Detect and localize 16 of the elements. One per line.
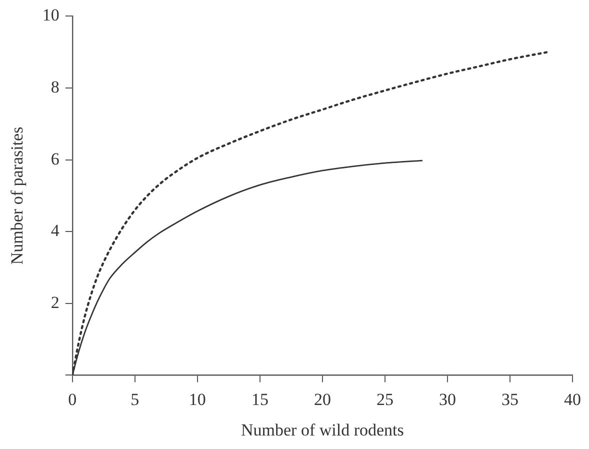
x-tick-label: 25 [376, 390, 394, 409]
x-tick-label: 5 [130, 390, 140, 409]
x-tick-label: 10 [188, 390, 206, 409]
x-tick-label: 35 [501, 390, 518, 409]
x-tick-label: 40 [564, 390, 581, 409]
y-axis-title: Number of parasites [8, 126, 27, 265]
x-axis-title: Number of wild rodents [241, 420, 404, 440]
x-tick-label: 0 [68, 390, 77, 409]
x-tick-label: 20 [314, 390, 331, 409]
y-tick-label: 2 [50, 292, 60, 312]
y-tick-label: 8 [50, 77, 60, 96]
x-tick-label: 15 [251, 390, 268, 409]
y-tick-label: 6 [50, 149, 60, 168]
y-tick-label: 10 [42, 6, 60, 25]
x-tick-label: 30 [438, 390, 456, 409]
y-tick-label: 4 [50, 221, 60, 240]
